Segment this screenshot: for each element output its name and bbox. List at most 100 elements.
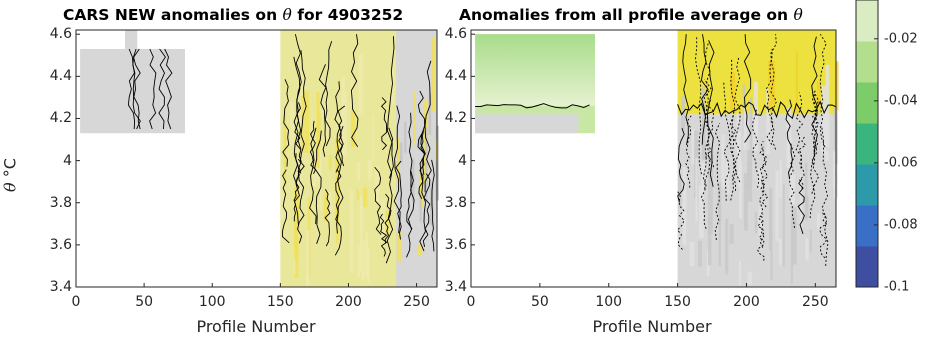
- contour-line: [379, 213, 388, 257]
- contour-line: [821, 126, 829, 266]
- x-tick-label: 250: [801, 294, 829, 310]
- texture-streak: [743, 108, 747, 150]
- texture-streak: [682, 166, 687, 245]
- texture-streak: [417, 244, 423, 256]
- texture-streak: [804, 162, 808, 221]
- texture-streak: [766, 87, 770, 155]
- y-tick-label: 3.6: [49, 236, 72, 253]
- x-tick-label: 50: [135, 294, 154, 310]
- texture-streak: [363, 187, 368, 208]
- texture-streak: [695, 157, 698, 222]
- texture-streak: [351, 111, 356, 147]
- texture-streak: [420, 162, 424, 180]
- green-band: [475, 34, 595, 106]
- texture-streak: [324, 193, 328, 222]
- contour-line: [811, 92, 819, 166]
- contour-line: [418, 130, 425, 200]
- contour-line: [798, 136, 807, 189]
- texture-streak: [753, 107, 759, 133]
- contour-line: [336, 125, 344, 234]
- contour-line: [700, 34, 709, 145]
- texture-streak: [834, 61, 839, 110]
- x-tick-label: 250: [403, 294, 430, 310]
- texture-streak: [821, 85, 827, 154]
- texture-streak: [399, 142, 403, 164]
- contour-line: [475, 103, 590, 109]
- texture-streak: [816, 81, 821, 104]
- contour-line: [809, 90, 817, 219]
- contour-line: [299, 50, 307, 163]
- texture-streak: [805, 195, 809, 218]
- texture-streak: [360, 241, 365, 281]
- texture-streak: [385, 210, 389, 234]
- axis-box: [75, 29, 438, 288]
- texture-streak: [721, 134, 725, 188]
- x-tick-label: 150: [664, 294, 691, 310]
- texture-streak: [677, 174, 682, 208]
- texture-streak: [737, 131, 742, 187]
- texture-streak: [770, 230, 773, 281]
- contour-line: [730, 58, 736, 201]
- texture-streak: [413, 92, 416, 145]
- axis-box: [470, 29, 837, 288]
- contour-line: [282, 169, 290, 244]
- x-tick-label: 100: [595, 294, 623, 310]
- texture-streak: [775, 170, 779, 241]
- contour-line: [309, 120, 317, 175]
- contour-line: [314, 130, 322, 244]
- texture-streak: [718, 182, 722, 222]
- colorbar-band: [856, 123, 878, 165]
- left-panel-title: CARS NEW anomalies on θ for 4903252: [63, 6, 404, 24]
- texture-streak: [707, 154, 713, 235]
- texture-streak: [419, 192, 422, 222]
- texture-streak: [768, 187, 773, 251]
- contour-line: [387, 36, 395, 179]
- texture-streak: [380, 199, 386, 237]
- texture-streak: [729, 224, 734, 244]
- texture-streak: [725, 162, 730, 195]
- contour-line: [324, 189, 331, 247]
- texture-streak: [747, 271, 753, 285]
- colorbar-band: [856, 246, 878, 288]
- contour-line: [406, 170, 413, 258]
- texture-streak: [364, 232, 369, 278]
- contour-line: [758, 183, 766, 248]
- y-axis-label: θ °C: [0, 158, 20, 192]
- texture-streak: [778, 238, 782, 266]
- x-tick-label: 0: [71, 294, 81, 310]
- texture-streak: [367, 248, 370, 283]
- texture-streak: [725, 218, 729, 275]
- texture-streak: [743, 173, 748, 231]
- contour-line: [334, 168, 342, 256]
- texture-streak: [297, 155, 302, 197]
- contour-line: [707, 100, 715, 168]
- contour-line: [703, 79, 712, 190]
- contour-line: [324, 40, 333, 147]
- x-tick-label: 200: [733, 294, 760, 310]
- texture-streak: [428, 93, 432, 135]
- texture-streak: [418, 135, 422, 151]
- contour-line: [797, 178, 805, 235]
- colorbar-tick-label: -0.1: [884, 279, 910, 295]
- contour-line: [766, 48, 774, 145]
- texture-streak: [768, 60, 772, 112]
- texture-streak: [718, 204, 721, 267]
- texture-streak: [689, 242, 695, 267]
- texture-streak: [790, 214, 793, 284]
- texture-streak: [770, 60, 776, 105]
- colorbar-band: [856, 164, 878, 206]
- texture-streak: [782, 184, 785, 267]
- texture-streak: [747, 150, 751, 189]
- contour-line: [819, 33, 827, 148]
- contour-line: [752, 109, 760, 188]
- contour-line: [417, 90, 426, 175]
- left-x-axis-label: Profile Number: [196, 317, 316, 336]
- texture-streak: [374, 165, 380, 204]
- y-tick-label: 4.6: [49, 26, 72, 43]
- contour-line: [132, 48, 141, 130]
- texture-streak: [396, 137, 400, 188]
- texture-streak: [813, 116, 819, 135]
- texture-streak: [756, 169, 762, 190]
- texture-streak: [739, 162, 743, 219]
